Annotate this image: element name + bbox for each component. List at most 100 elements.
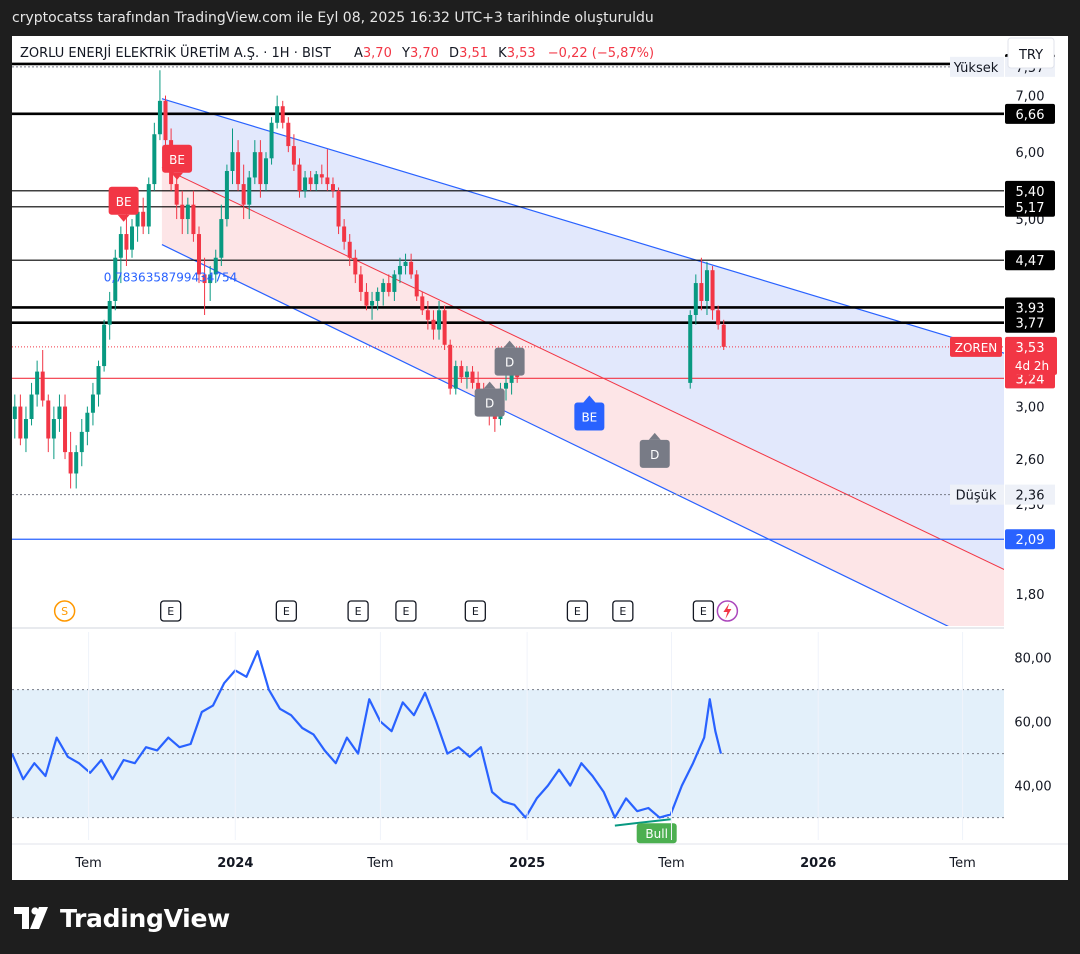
- level-label-3: 5,17: [1016, 201, 1045, 216]
- candle-body-34: [202, 274, 207, 284]
- event-earnings-icon: [566, 600, 589, 622]
- candle-body-95: [710, 270, 715, 311]
- last-price-box: [1005, 336, 1057, 375]
- signal-2[interactable]: D: [474, 381, 505, 417]
- event-3[interactable]: E: [347, 600, 369, 622]
- legend-close-value: 3,53: [507, 46, 536, 61]
- level-label-box-3: [1005, 196, 1055, 217]
- candle-body-8: [57, 406, 62, 420]
- candle-body-18: [113, 257, 118, 301]
- rsi-pane[interactable]: Bull: [12, 632, 1004, 844]
- candle-body-36: [213, 257, 218, 275]
- candle-body-37: [219, 219, 224, 258]
- candle-body-62: [358, 274, 363, 292]
- signal-3[interactable]: D: [494, 340, 525, 376]
- candle-body-72: [414, 274, 419, 297]
- candle-body-88: [504, 382, 509, 389]
- candle-body-13: [85, 412, 90, 432]
- currency-button[interactable]: [1007, 37, 1055, 69]
- candle-body-31: [185, 204, 190, 220]
- chart-frame[interactable]: 0,7836358799434754 BE BE D D BE D S E E E E E E E E Bul…: [12, 36, 1068, 880]
- legend-high-label: Y: [401, 46, 410, 61]
- event-earnings-icon: [692, 600, 715, 622]
- event-label-0: S: [61, 605, 68, 618]
- candle-body-59: [342, 226, 347, 242]
- event-5[interactable]: E: [464, 600, 486, 622]
- event-earnings-icon: [464, 600, 486, 622]
- ticker-label-box: [950, 336, 1002, 357]
- signal-4[interactable]: BE: [574, 395, 605, 431]
- legend-high-value: 3,70: [410, 46, 439, 61]
- signal-5[interactable]: D: [639, 432, 670, 468]
- time-tick-0: Tem: [74, 856, 101, 871]
- candle-body-5: [40, 371, 45, 401]
- candle-body-64: [370, 300, 375, 306]
- candle-body-27: [163, 100, 168, 141]
- signal-label-4: BE: [581, 411, 597, 425]
- candle-body-51: [297, 164, 302, 191]
- candle-body-16: [102, 324, 107, 367]
- event-label-4: E: [402, 605, 409, 618]
- candle-body-70: [403, 261, 408, 266]
- candle-body-30: [180, 204, 185, 220]
- legend-ohlc: A3,70 Y3,70 D3,51 K3,53 −0,22 (−5,87%): [354, 46, 654, 61]
- candle-body-9: [63, 406, 68, 453]
- last-price-value: 3,53: [1016, 341, 1045, 356]
- level-label-1: 6,66: [1016, 108, 1045, 123]
- candle-body-96: [716, 310, 721, 325]
- event-6[interactable]: E: [566, 600, 589, 622]
- chart-svg[interactable]: 0,7836358799434754 BE BE D D BE D S E E E E E E E E Bul…: [12, 36, 1068, 880]
- signal-pointer-2: [483, 381, 496, 389]
- candle-body-80: [459, 366, 464, 378]
- candle-body-97: [721, 324, 726, 347]
- candle-body-12: [79, 431, 84, 453]
- event-0[interactable]: S: [53, 600, 76, 622]
- signal-pointer-0: [117, 214, 130, 222]
- legend-open-value: 3,70: [363, 46, 392, 61]
- candle-body-68: [392, 274, 397, 292]
- candle-body-60: [347, 241, 352, 258]
- candle-body-92: [693, 283, 698, 316]
- event-8[interactable]: E: [692, 600, 715, 622]
- event-label-7: E: [619, 605, 626, 618]
- price-pane[interactable]: 0,7836358799434754 BE BE D D BE D S E E E E E E E E: [12, 62, 1068, 706]
- event-2[interactable]: E: [275, 600, 297, 622]
- candle-body-40: [236, 152, 241, 185]
- candle-body-44: [258, 152, 263, 185]
- signal-box-2: [474, 388, 505, 417]
- event-earnings-icon: [395, 600, 417, 622]
- high-label: Yüksek: [953, 61, 999, 76]
- rsi-tick-2: 40,00: [1014, 780, 1051, 795]
- candle-body-66: [381, 283, 386, 292]
- low-label-bg: [950, 484, 1004, 505]
- price-tick-4: 2,60: [1016, 453, 1045, 468]
- candle-body-42: [247, 177, 252, 205]
- signal-box-5: [639, 439, 670, 468]
- time-tick-5: 2026: [800, 856, 836, 871]
- signal-0[interactable]: BE: [108, 186, 139, 222]
- divergence-badge: [636, 823, 677, 844]
- event-7[interactable]: E: [612, 600, 634, 622]
- time-tick-3: 2025: [509, 856, 545, 871]
- rsi-line: [12, 650, 722, 819]
- candle-body-2: [23, 419, 28, 439]
- level-label-box-4: [1005, 250, 1055, 271]
- candle-body-73: [420, 296, 425, 311]
- candle-body-65: [375, 291, 380, 301]
- candle-body-56: [325, 177, 330, 185]
- candle-body-93: [699, 283, 704, 301]
- channel-lower-fill: [161, 167, 1004, 626]
- candle-body-24: [146, 184, 151, 227]
- rsi-tick-0: 80,00: [1014, 652, 1051, 667]
- event-1[interactable]: E: [160, 600, 182, 622]
- price-tick-1: 6,00: [1016, 146, 1045, 161]
- signal-1[interactable]: BE: [162, 144, 193, 180]
- candle-body-0: [12, 406, 17, 420]
- event-4[interactable]: E: [395, 600, 417, 622]
- candle-body-26: [157, 100, 162, 135]
- rsi-tick-1: 60,00: [1014, 716, 1051, 731]
- candle-body-49: [286, 122, 291, 147]
- currency-label: TRY: [1018, 48, 1043, 63]
- candle-body-76: [437, 310, 442, 330]
- candle-body-71: [409, 261, 414, 275]
